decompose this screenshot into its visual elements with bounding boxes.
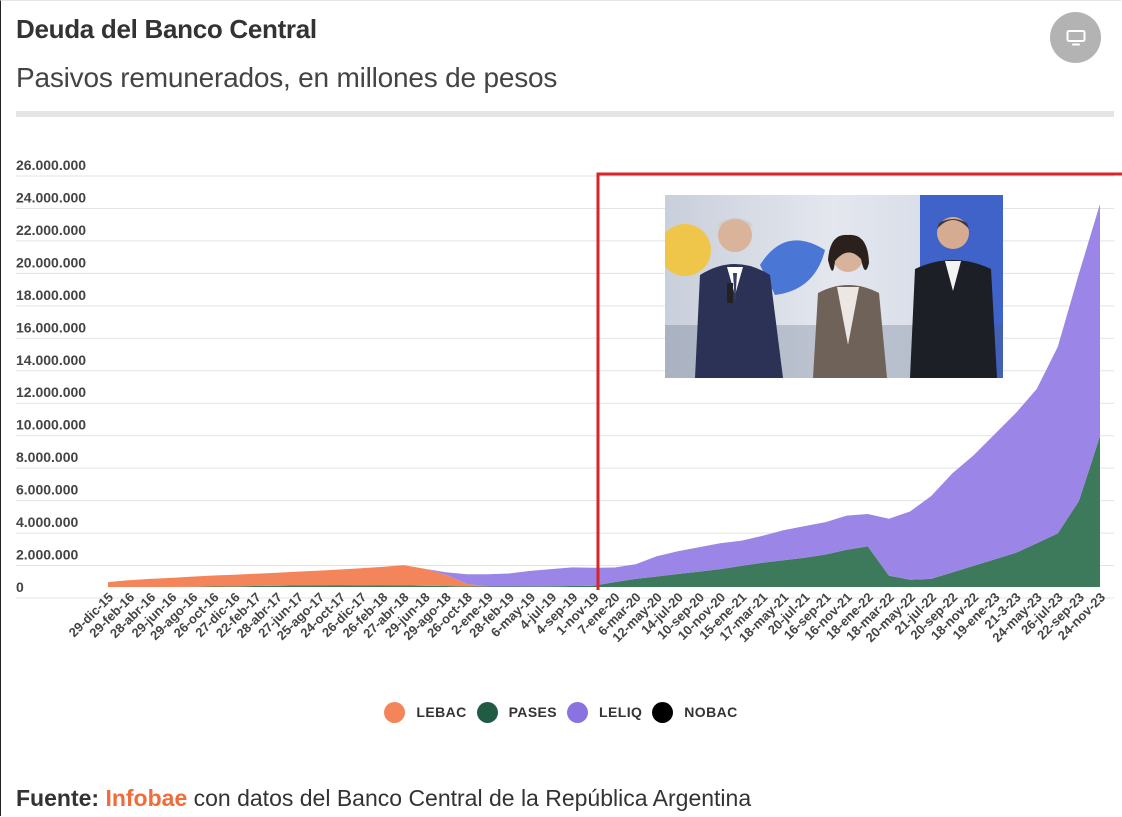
y-tick-label: 0 xyxy=(16,579,24,595)
legend-label-leliq: LELIQ xyxy=(599,704,643,720)
legend-dot-pases xyxy=(476,701,498,723)
y-tick-label: 12.000.000 xyxy=(16,384,86,400)
area-layer xyxy=(108,204,1100,587)
y-axis-ticks: 0 2.000.000 4.000.000 6.000.000 8.000.000 10.… xyxy=(16,157,86,595)
y-tick-label: 10.000.000 xyxy=(16,417,86,433)
source-line: Fuente: Infobae con datos del Banco Cent… xyxy=(16,785,751,812)
source-text: con datos del Banco Central de la Repúbl… xyxy=(187,785,752,811)
legend-dot-lebac xyxy=(384,701,406,723)
legend-item-lebac[interactable]: LEBAC xyxy=(384,701,467,723)
y-tick-label: 26.000.000 xyxy=(16,157,86,173)
fullscreen-button[interactable] xyxy=(1050,12,1101,63)
monitor-icon xyxy=(1066,29,1085,45)
legend-item-pases[interactable]: PASES xyxy=(476,701,558,723)
legend-label-lebac: LEBAC xyxy=(416,704,467,720)
y-tick-label: 18.000.000 xyxy=(16,287,86,303)
chart-legend: LEBAC PASES LELIQ NOBAC xyxy=(0,700,1122,724)
legend-dot-leliq xyxy=(567,701,589,723)
legend-item-nobac[interactable]: NOBAC xyxy=(652,701,738,723)
legend-label-nobac: NOBAC xyxy=(684,704,738,720)
y-tick-label: 4.000.000 xyxy=(16,514,78,530)
chart-title: Deuda del Banco Central xyxy=(16,14,317,44)
y-tick-label: 22.000.000 xyxy=(16,222,86,238)
y-tick-label: 6.000.000 xyxy=(16,482,78,498)
source-brand-link[interactable]: Infobae xyxy=(105,785,188,811)
legend-label-pases: PASES xyxy=(508,704,558,720)
chart-subtitle: Pasivos remunerados, en millones de peso… xyxy=(16,62,558,93)
legend-dot-nobac xyxy=(652,701,674,723)
y-tick-label: 20.000.000 xyxy=(16,254,86,270)
annotation-bracket xyxy=(596,172,1122,590)
area-series-pases xyxy=(108,436,1100,587)
header-divider xyxy=(16,111,1114,117)
y-tick-label: 16.000.000 xyxy=(16,319,86,335)
y-tick-label: 8.000.000 xyxy=(16,449,78,465)
y-tick-label: 2.000.000 xyxy=(16,547,78,563)
y-tick-label: 14.000.000 xyxy=(16,352,86,368)
y-tick-label: 24.000.000 xyxy=(16,189,86,205)
area-series-leliq xyxy=(108,204,1100,587)
source-label: Fuente: xyxy=(16,785,100,811)
legend-item-leliq[interactable]: LELIQ xyxy=(567,701,643,723)
officials-photo xyxy=(665,195,1003,378)
